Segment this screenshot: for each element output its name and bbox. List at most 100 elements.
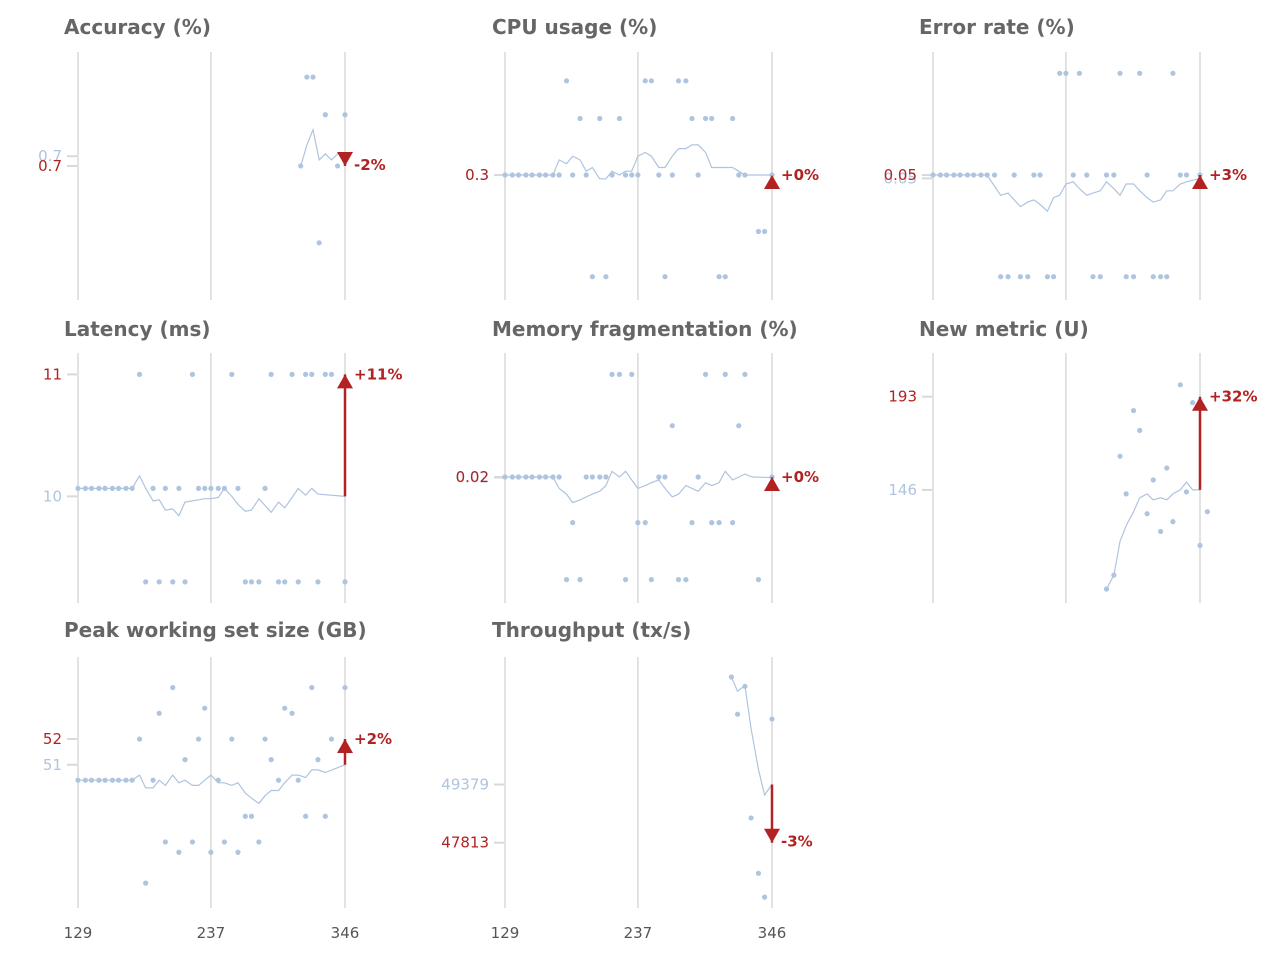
data-point: [170, 684, 176, 691]
change-arrow-head: [764, 175, 780, 189]
data-point: [577, 577, 583, 583]
x-tick-label: 129: [64, 924, 93, 942]
data-point: [951, 172, 957, 178]
data-point: [1190, 400, 1196, 406]
panel-title: Error rate (%): [919, 15, 1075, 39]
data-point: [669, 423, 675, 429]
change-percent-label: +32%: [1209, 388, 1257, 406]
data-point: [722, 371, 728, 377]
data-point: [597, 115, 603, 122]
data-point: [648, 78, 655, 84]
data-point: [289, 710, 295, 716]
change-percent-label: +3%: [1209, 166, 1247, 184]
y-label-baseline: 146: [888, 481, 917, 499]
data-point: [1011, 172, 1017, 178]
change-percent-label: +0%: [781, 468, 819, 486]
data-point: [550, 172, 556, 178]
data-point: [709, 520, 715, 526]
data-point: [136, 736, 143, 742]
data-point: [755, 577, 762, 583]
data-point: [221, 485, 228, 491]
y-label-last: 47813: [441, 834, 489, 852]
data-point: [1137, 70, 1143, 76]
data-point: [577, 115, 583, 122]
data-point: [322, 371, 328, 377]
data-point: [315, 757, 321, 763]
panel-1: CPU usage (%)0.30.3 +0%: [465, 15, 819, 300]
data-point: [543, 474, 549, 480]
data-point: [998, 274, 1004, 280]
data-point: [597, 474, 603, 480]
data-point: [109, 777, 116, 783]
data-point: [289, 371, 295, 377]
data-point: [563, 577, 570, 583]
data-point: [736, 172, 742, 178]
data-point: [328, 371, 335, 377]
data-point: [342, 579, 348, 585]
data-point: [523, 172, 529, 178]
data-point: [316, 240, 322, 246]
data-point: [683, 577, 689, 583]
trend-line: [300, 127, 346, 167]
trend-line: [1105, 481, 1200, 590]
data-point: [136, 371, 143, 377]
data-point: [303, 371, 309, 377]
data-point: [1123, 274, 1129, 280]
y-label-last: 52: [43, 730, 62, 748]
panel-6: Peak working set size (GB) 51 52 +2% 129 237 3…: [43, 618, 392, 942]
data-point: [656, 172, 662, 178]
data-point: [215, 777, 221, 783]
data-point: [536, 474, 543, 480]
data-point: [195, 485, 202, 491]
data-point: [1123, 491, 1129, 497]
data-point: [570, 520, 576, 526]
data-point: [1158, 528, 1164, 535]
data-point: [189, 839, 196, 845]
data-point: [1005, 274, 1011, 280]
data-point: [1117, 70, 1123, 76]
data-point: [1044, 274, 1051, 280]
data-point: [88, 485, 95, 491]
data-point: [642, 520, 648, 526]
data-point: [991, 172, 998, 178]
data-point: [295, 777, 301, 783]
data-point: [182, 757, 188, 763]
data-point: [298, 163, 304, 169]
data-point: [971, 172, 977, 178]
data-point: [182, 579, 188, 585]
data-point: [556, 474, 562, 480]
data-point: [943, 172, 950, 178]
data-point: [1084, 172, 1090, 178]
data-point: [603, 274, 609, 280]
data-point: [342, 684, 348, 691]
data-point: [730, 520, 736, 526]
data-point: [143, 880, 149, 886]
data-point: [755, 870, 762, 876]
data-point: [616, 371, 623, 377]
data-point: [509, 172, 515, 178]
data-point: [96, 485, 102, 491]
x-tick-label: 237: [197, 924, 226, 942]
data-point: [282, 705, 288, 711]
data-point: [1144, 172, 1150, 178]
panel-title: Peak working set size (GB): [64, 618, 367, 642]
y-label-baseline: 51: [43, 756, 62, 774]
y-label-baseline: 0.05: [884, 169, 917, 187]
panel-2: Error rate (%)0.050.05 +3%: [884, 15, 1247, 300]
data-point: [716, 274, 722, 280]
data-point: [1144, 511, 1150, 517]
data-point: [195, 736, 202, 742]
x-tick-label: 237: [624, 924, 653, 942]
y-label-baseline: 10: [43, 487, 62, 505]
data-point: [1204, 509, 1210, 515]
data-point: [675, 577, 682, 583]
data-point: [509, 474, 515, 480]
data-point: [1103, 172, 1110, 178]
data-point: [123, 485, 129, 491]
data-point: [523, 474, 529, 480]
data-point: [1076, 70, 1083, 76]
panel-3: Latency (ms) 10 11 +11%: [43, 317, 402, 603]
data-point: [208, 849, 214, 855]
data-point: [1111, 572, 1117, 578]
